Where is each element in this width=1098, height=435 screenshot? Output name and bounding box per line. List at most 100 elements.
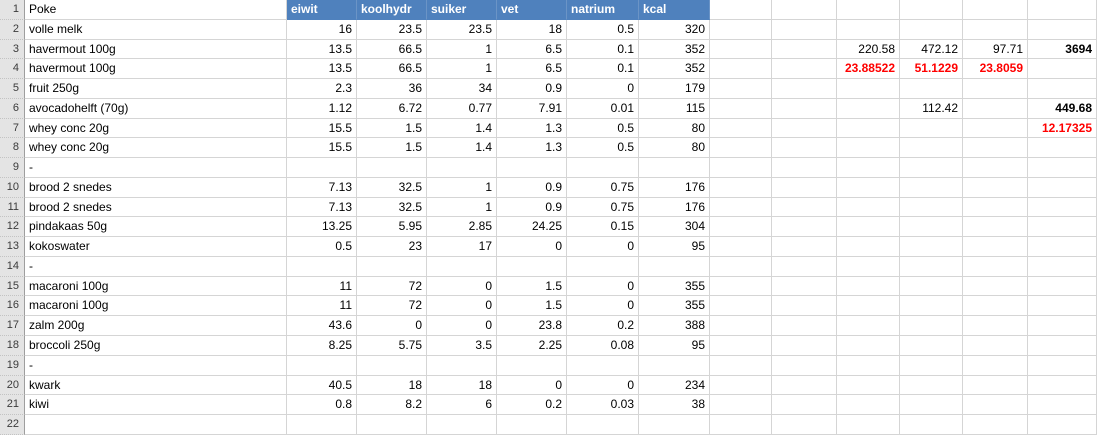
cell-extra-i[interactable] [772,138,837,159]
cell-extra-i[interactable] [772,276,837,297]
cell-suiker[interactable]: 1 [427,39,497,60]
cell-vet[interactable] [497,355,567,376]
cell-suiker[interactable]: 1.4 [427,138,497,159]
cell-koolhydr[interactable]: 5.95 [357,217,427,238]
row-number[interactable]: 10 [0,177,25,198]
food-label-cell[interactable]: zalm 200g [25,316,287,337]
cell-extra-m[interactable] [1028,256,1097,277]
cell-kcal[interactable]: 355 [639,276,710,297]
cell-koolhydr[interactable]: 23.5 [357,19,427,40]
food-label-cell[interactable]: - [25,158,287,178]
cell-kcal[interactable] [639,355,710,376]
row-number[interactable]: 18 [0,336,25,356]
food-label-cell[interactable]: fruit 250g [25,79,287,99]
cell-eiwit[interactable]: 11 [287,276,357,297]
row-number[interactable]: 2 [0,19,25,40]
cell-extra-l[interactable] [963,19,1028,40]
food-label-cell[interactable]: volle melk [25,19,287,40]
cell-extra-i[interactable] [772,415,837,435]
cell-extra-k[interactable] [900,237,963,257]
cell-extra-i[interactable] [772,177,837,198]
food-label-cell[interactable]: kiwi [25,395,287,416]
cell-natrium[interactable]: 0 [567,375,639,396]
cell-kcal[interactable]: 388 [639,316,710,337]
cell-extra-l[interactable] [963,197,1028,218]
cell-empty[interactable] [710,0,772,20]
cell-koolhydr[interactable] [357,158,427,178]
cell-suiker[interactable]: 17 [427,237,497,257]
cell-extra-j[interactable] [837,237,900,257]
cell-suiker[interactable]: 0 [427,316,497,337]
cell-suiker[interactable] [427,415,497,435]
cell-extra-m[interactable] [1028,138,1097,159]
cell-extra-i[interactable] [772,296,837,317]
cell-eiwit[interactable]: 15.5 [287,138,357,159]
cell-extra-k[interactable] [900,197,963,218]
cell-kcal[interactable] [639,415,710,435]
cell-vet[interactable]: 0 [497,375,567,396]
cell-extra-j[interactable] [837,197,900,218]
cell-extra-m[interactable] [1028,177,1097,198]
cell-vet[interactable]: 24.25 [497,217,567,238]
cell-natrium[interactable]: 0.5 [567,19,639,40]
cell-extra-m[interactable]: 3694 [1028,39,1097,60]
cell-eiwit[interactable]: 16 [287,19,357,40]
cell-extra-k[interactable] [900,316,963,337]
cell-extra-m[interactable] [1028,217,1097,238]
cell-extra-h[interactable] [710,336,772,356]
cell-vet[interactable] [497,158,567,178]
cell-extra-j[interactable] [837,177,900,198]
cell-natrium[interactable]: 0.01 [567,98,639,119]
cell-extra-m[interactable] [1028,276,1097,297]
cell-kcal[interactable]: 95 [639,336,710,356]
cell-kcal[interactable]: 80 [639,138,710,159]
row-number[interactable]: 22 [0,415,25,435]
row-number[interactable]: 20 [0,375,25,396]
cell-extra-l[interactable] [963,158,1028,178]
cell-suiker[interactable]: 1 [427,197,497,218]
cell-extra-l[interactable] [963,375,1028,396]
cell-extra-k[interactable] [900,415,963,435]
cell-extra-j[interactable] [837,395,900,416]
cell-extra-k[interactable]: 472.12 [900,39,963,60]
cell-suiker[interactable]: 3.5 [427,336,497,356]
cell-extra-m[interactable] [1028,415,1097,435]
food-label-cell[interactable]: havermout 100g [25,59,287,80]
food-label-cell[interactable]: havermout 100g [25,39,287,60]
cell-extra-k[interactable] [900,336,963,356]
cell-suiker[interactable]: 1.4 [427,118,497,139]
cell-natrium[interactable]: 0.08 [567,336,639,356]
cell-kcal[interactable]: 38 [639,395,710,416]
cell-kcal[interactable]: 352 [639,39,710,60]
cell-kcal[interactable]: 80 [639,118,710,139]
cell-extra-j[interactable] [837,336,900,356]
cell-extra-m[interactable] [1028,395,1097,416]
cell-koolhydr[interactable]: 23 [357,237,427,257]
cell-extra-j[interactable] [837,79,900,99]
cell-vet[interactable]: 1.5 [497,276,567,297]
cell-koolhydr[interactable]: 18 [357,375,427,396]
cell-empty[interactable] [837,0,900,20]
cell-kcal[interactable]: 355 [639,296,710,317]
cell-extra-k[interactable] [900,19,963,40]
food-label-cell[interactable] [25,415,287,435]
cell-koolhydr[interactable] [357,256,427,277]
cell-extra-h[interactable] [710,158,772,178]
cell-extra-k[interactable] [900,177,963,198]
cell-extra-i[interactable] [772,197,837,218]
cell-extra-l[interactable] [963,415,1028,435]
food-label-cell[interactable]: kokoswater [25,237,287,257]
cell-extra-j[interactable] [837,316,900,337]
cell-vet[interactable]: 0.2 [497,395,567,416]
cell-extra-m[interactable] [1028,79,1097,99]
cell-eiwit[interactable] [287,355,357,376]
cell-vet[interactable] [497,415,567,435]
cell-extra-m[interactable] [1028,197,1097,218]
cell-extra-h[interactable] [710,415,772,435]
cell-extra-j[interactable] [837,138,900,159]
cell-eiwit[interactable]: 7.13 [287,197,357,218]
cell-extra-k[interactable]: 51.1229 [900,59,963,80]
row-number[interactable]: 13 [0,237,25,257]
cell-koolhydr[interactable]: 0 [357,316,427,337]
header-vet[interactable]: vet [497,0,567,20]
